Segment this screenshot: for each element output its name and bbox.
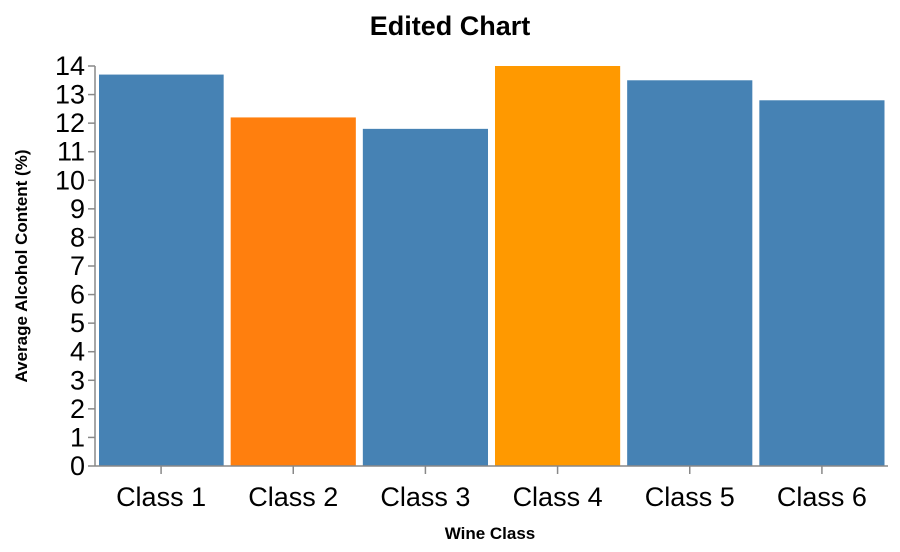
y-tick-label: 4 [70, 337, 85, 367]
x-tick-label: Class 1 [116, 482, 206, 512]
y-tick-label: 0 [70, 451, 85, 481]
bar-2 [230, 117, 356, 466]
y-tick-label: 12 [55, 108, 85, 138]
y-tick-label: 11 [57, 137, 85, 167]
x-tick-label: Class 2 [248, 482, 338, 512]
bar-5 [627, 80, 753, 467]
bar-6 [759, 100, 885, 467]
y-tick-label: 5 [70, 308, 85, 338]
bar-3 [362, 128, 488, 466]
x-tick-label: Class 3 [380, 482, 470, 512]
y-tick-label: 6 [70, 280, 85, 310]
x-axis-title: Wine Class [445, 524, 536, 543]
y-axis-title: Average Alcohol Content (%) [12, 150, 31, 383]
y-tick-label: 13 [55, 80, 85, 110]
x-tick-label: Class 5 [645, 482, 735, 512]
x-axis: Class 1 Class 2 Class 3 Class 4 Class 5 Class… [95, 465, 888, 512]
y-tick-label: 14 [55, 51, 85, 81]
y-tick-label: 1 [70, 422, 85, 452]
bars-group [99, 66, 885, 467]
x-tick-label: Class 4 [513, 482, 603, 512]
y-tick-label: 7 [70, 251, 85, 281]
y-tick-label: 10 [55, 165, 85, 195]
bar-4 [495, 66, 621, 466]
y-tick-label: 3 [70, 365, 85, 395]
bar-1 [99, 74, 224, 467]
y-tick-label: 8 [70, 222, 85, 252]
y-tick-label: 9 [70, 194, 85, 224]
chart-title: Edited Chart [370, 11, 531, 41]
y-tick-label: 2 [70, 394, 85, 424]
x-tick-label: Class 6 [777, 482, 867, 512]
